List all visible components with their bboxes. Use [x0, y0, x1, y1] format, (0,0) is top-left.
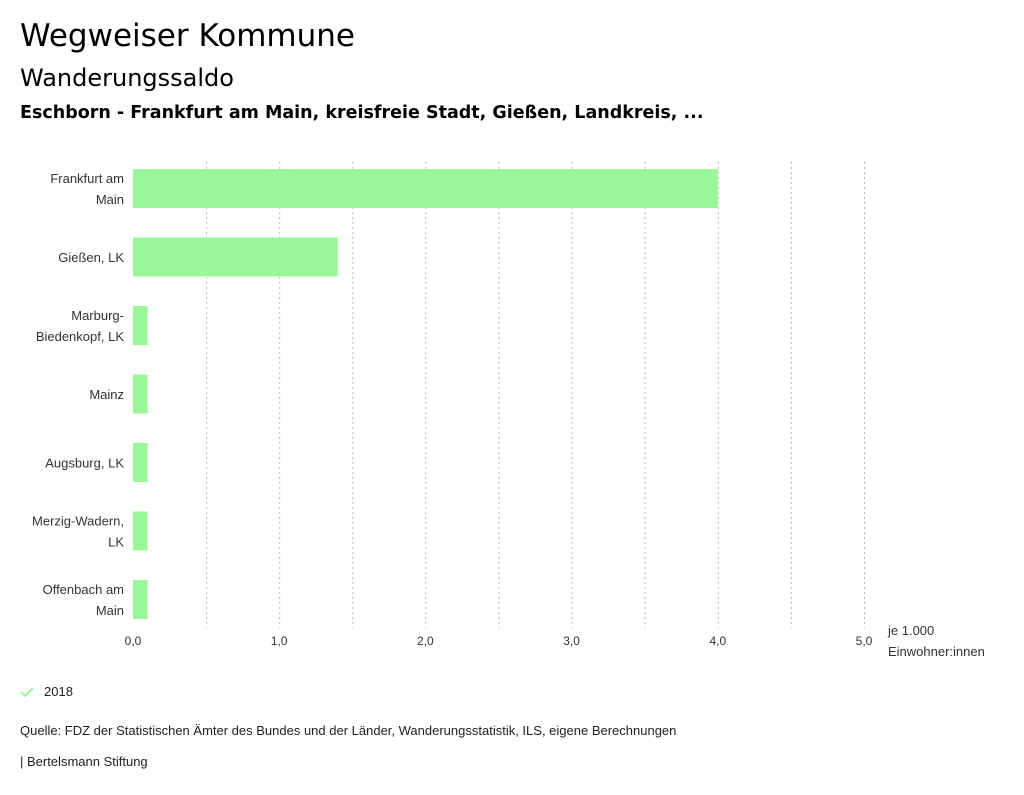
category-label-0-0: Frankfurt am [50, 171, 124, 186]
legend-label: 2018 [44, 684, 73, 699]
bar-chart: Frankfurt am Main Gießen, LK Marburg- Bieden… [32, 162, 985, 659]
credit-note: | Bertelsmann Stiftung [20, 754, 148, 769]
x-tick-label-3: 3,0 [563, 634, 580, 648]
x-tick-label-1: 1,0 [271, 634, 288, 648]
category-label-3-0: Mainz [89, 387, 124, 402]
bar-1[interactable] [133, 237, 338, 277]
unit-label-1: Einwohner:innen [888, 644, 985, 659]
bar-2[interactable] [133, 306, 148, 345]
bar-6[interactable] [133, 580, 148, 619]
category-label-2-0: Marburg- [71, 308, 124, 323]
bar-3[interactable] [133, 374, 148, 414]
region-selection: Eschborn - Frankfurt am Main, kreisfreie… [20, 103, 704, 123]
category-label-2-1: Biedenkopf, LK [36, 329, 125, 344]
x-tick-label-0: 0,0 [125, 634, 142, 648]
page-title: Wegweiser Kommune [20, 18, 355, 54]
category-label-0-1: Main [96, 192, 124, 207]
category-label-6-1: Main [96, 603, 124, 618]
legend-item-2018[interactable]: 2018 [20, 684, 73, 699]
category-label-1-0: Gießen, LK [58, 250, 124, 265]
x-tick-label-4: 4,0 [709, 634, 726, 648]
x-tick-label-5: 5,0 [856, 634, 873, 648]
source-note: Quelle: FDZ der Statistischen Ämter des … [20, 723, 677, 738]
category-label-4-0: Augsburg, LK [45, 456, 124, 471]
chart-subtitle: Wanderungssaldo [20, 64, 234, 92]
check-icon [20, 686, 34, 697]
bar-5[interactable] [133, 511, 148, 551]
category-label-5-0: Merzig-Wadern, [32, 514, 124, 529]
bar-layer [133, 169, 718, 619]
category-labels: Frankfurt am Main Gießen, LK Marburg- Bieden… [32, 171, 124, 618]
bar-4[interactable] [133, 443, 148, 482]
bar-0[interactable] [133, 169, 718, 208]
unit-label-0: je 1.000 [887, 623, 934, 638]
category-label-6-0: Offenbach am [43, 582, 124, 597]
grid-layer [206, 162, 865, 628]
category-label-5-1: LK [108, 535, 124, 550]
x-axis-unit: je 1.000 Einwohner:innen [887, 623, 985, 659]
x-axis-ticks: 0,0 1,0 2,0 3,0 4,0 5,0 [125, 634, 873, 648]
x-tick-label-2: 2,0 [417, 634, 434, 648]
